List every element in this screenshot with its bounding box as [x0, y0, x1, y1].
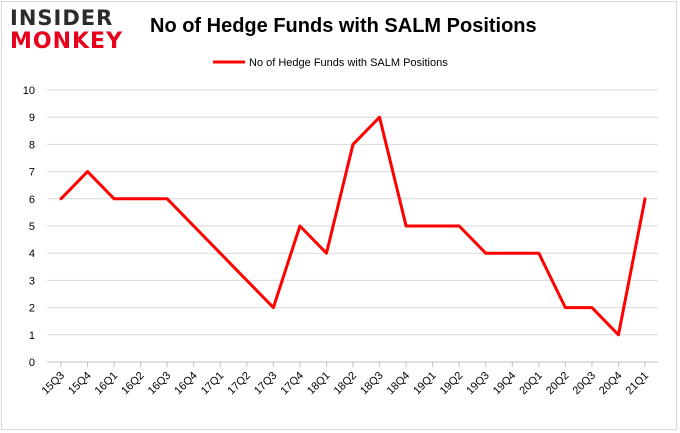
x-tick-label: 19Q2: [438, 370, 466, 398]
x-tick-label: 20Q3: [571, 370, 599, 398]
x-tick-label: 21Q1: [624, 370, 652, 398]
x-tick-label: 18Q2: [332, 370, 360, 398]
x-tick-label: 17Q4: [279, 370, 307, 398]
x-tick-label: 19Q4: [491, 370, 519, 398]
y-tick-label: 4: [29, 248, 35, 260]
logo-line-1: INSIDER: [10, 6, 114, 30]
x-tick-label: 16Q4: [172, 370, 200, 398]
x-tick-label: 18Q3: [358, 370, 386, 398]
x-tick-label: 15Q3: [40, 370, 68, 398]
y-tick-label: 9: [29, 112, 35, 124]
y-tick-label: 2: [29, 303, 35, 315]
series-layer: [59, 115, 647, 337]
x-tick-label: 19Q3: [464, 370, 492, 398]
gridlines: [47, 89, 658, 363]
x-tick-label: 20Q1: [517, 370, 545, 398]
y-axis-ticks: 0 1 2 3 4 5 6 7 8 9 10: [23, 85, 35, 369]
x-tick-label: 17Q2: [225, 370, 253, 398]
y-tick-label: 10: [23, 85, 35, 97]
y-tick-label: 5: [29, 221, 35, 233]
x-tick-label: 20Q2: [544, 370, 572, 398]
chart-title: No of Hedge Funds with SALM Positions: [150, 15, 537, 37]
x-tick-label: 17Q3: [252, 370, 280, 398]
x-tick-label: 17Q1: [199, 370, 227, 398]
x-tick-label: 18Q4: [385, 370, 413, 398]
x-tick-label: 16Q1: [93, 370, 121, 398]
x-tick-label: 16Q2: [119, 370, 147, 398]
y-tick-label: 1: [29, 330, 35, 342]
y-tick-label: 6: [29, 194, 35, 206]
x-tick-label: 19Q1: [411, 370, 439, 398]
x-tick-label: 16Q3: [146, 370, 174, 398]
x-tick-label: 18Q1: [305, 370, 333, 398]
y-tick-label: 3: [29, 275, 35, 287]
y-tick-label: 0: [29, 357, 35, 369]
legend: No of Hedge Funds with SALM Positions: [213, 57, 448, 69]
legend-label: No of Hedge Funds with SALM Positions: [249, 57, 448, 69]
y-tick-label: 8: [29, 139, 35, 151]
x-axis-ticks: 15Q3 15Q4 16Q1 16Q2 16Q3 16Q4 17Q1 17Q2 17Q3 17Q4…: [40, 362, 652, 398]
x-tick-label: 15Q4: [66, 370, 94, 398]
logo-line-2: MONKEY: [10, 29, 124, 54]
y-tick-label: 7: [29, 167, 35, 179]
x-tick-label: 20Q4: [597, 370, 625, 398]
insider-monkey-logo: INSIDER MONKEY: [10, 8, 128, 53]
